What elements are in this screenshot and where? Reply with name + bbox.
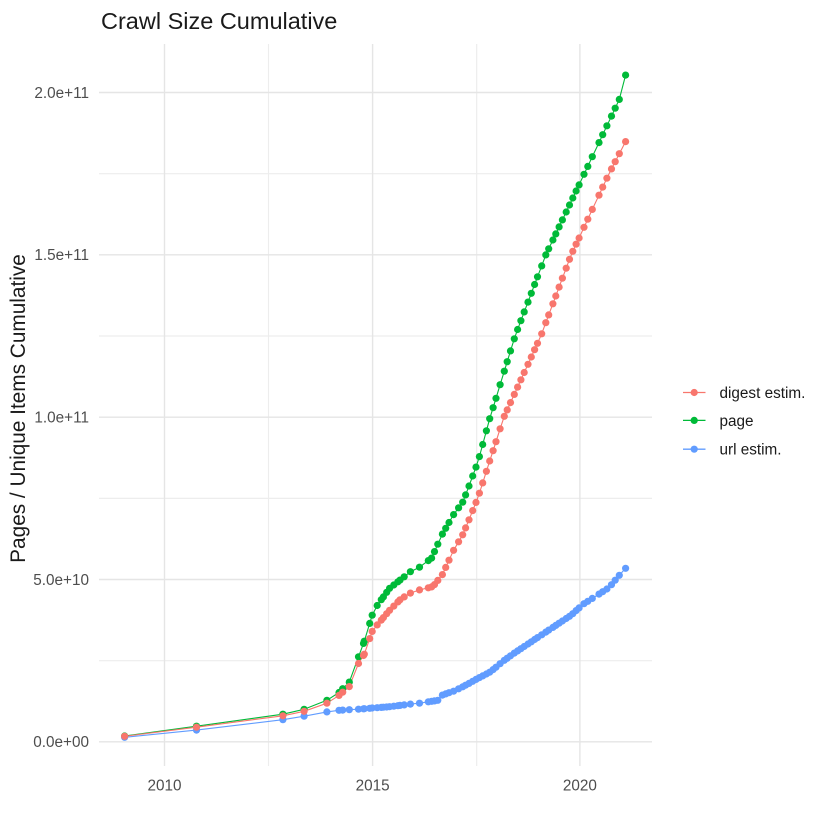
svg-text:2010: 2010 [147,777,181,794]
svg-text:Crawl Size Cumulative: Crawl Size Cumulative [101,8,337,34]
svg-text:page: page [720,413,754,430]
svg-text:url estim.: url estim. [720,442,782,459]
svg-text:0.0e+00: 0.0e+00 [33,734,89,751]
svg-text:5.0e+10: 5.0e+10 [33,572,89,589]
svg-text:1.0e+11: 1.0e+11 [34,410,89,427]
svg-text:Pages / Unique Items Cumulativ: Pages / Unique Items Cumulative [7,254,30,563]
svg-text:2020: 2020 [563,777,597,794]
svg-text:1.5e+11: 1.5e+11 [34,247,89,264]
svg-text:2.0e+11: 2.0e+11 [34,85,89,102]
svg-text:digest estim.: digest estim. [720,385,806,402]
svg-text:2015: 2015 [356,777,390,794]
